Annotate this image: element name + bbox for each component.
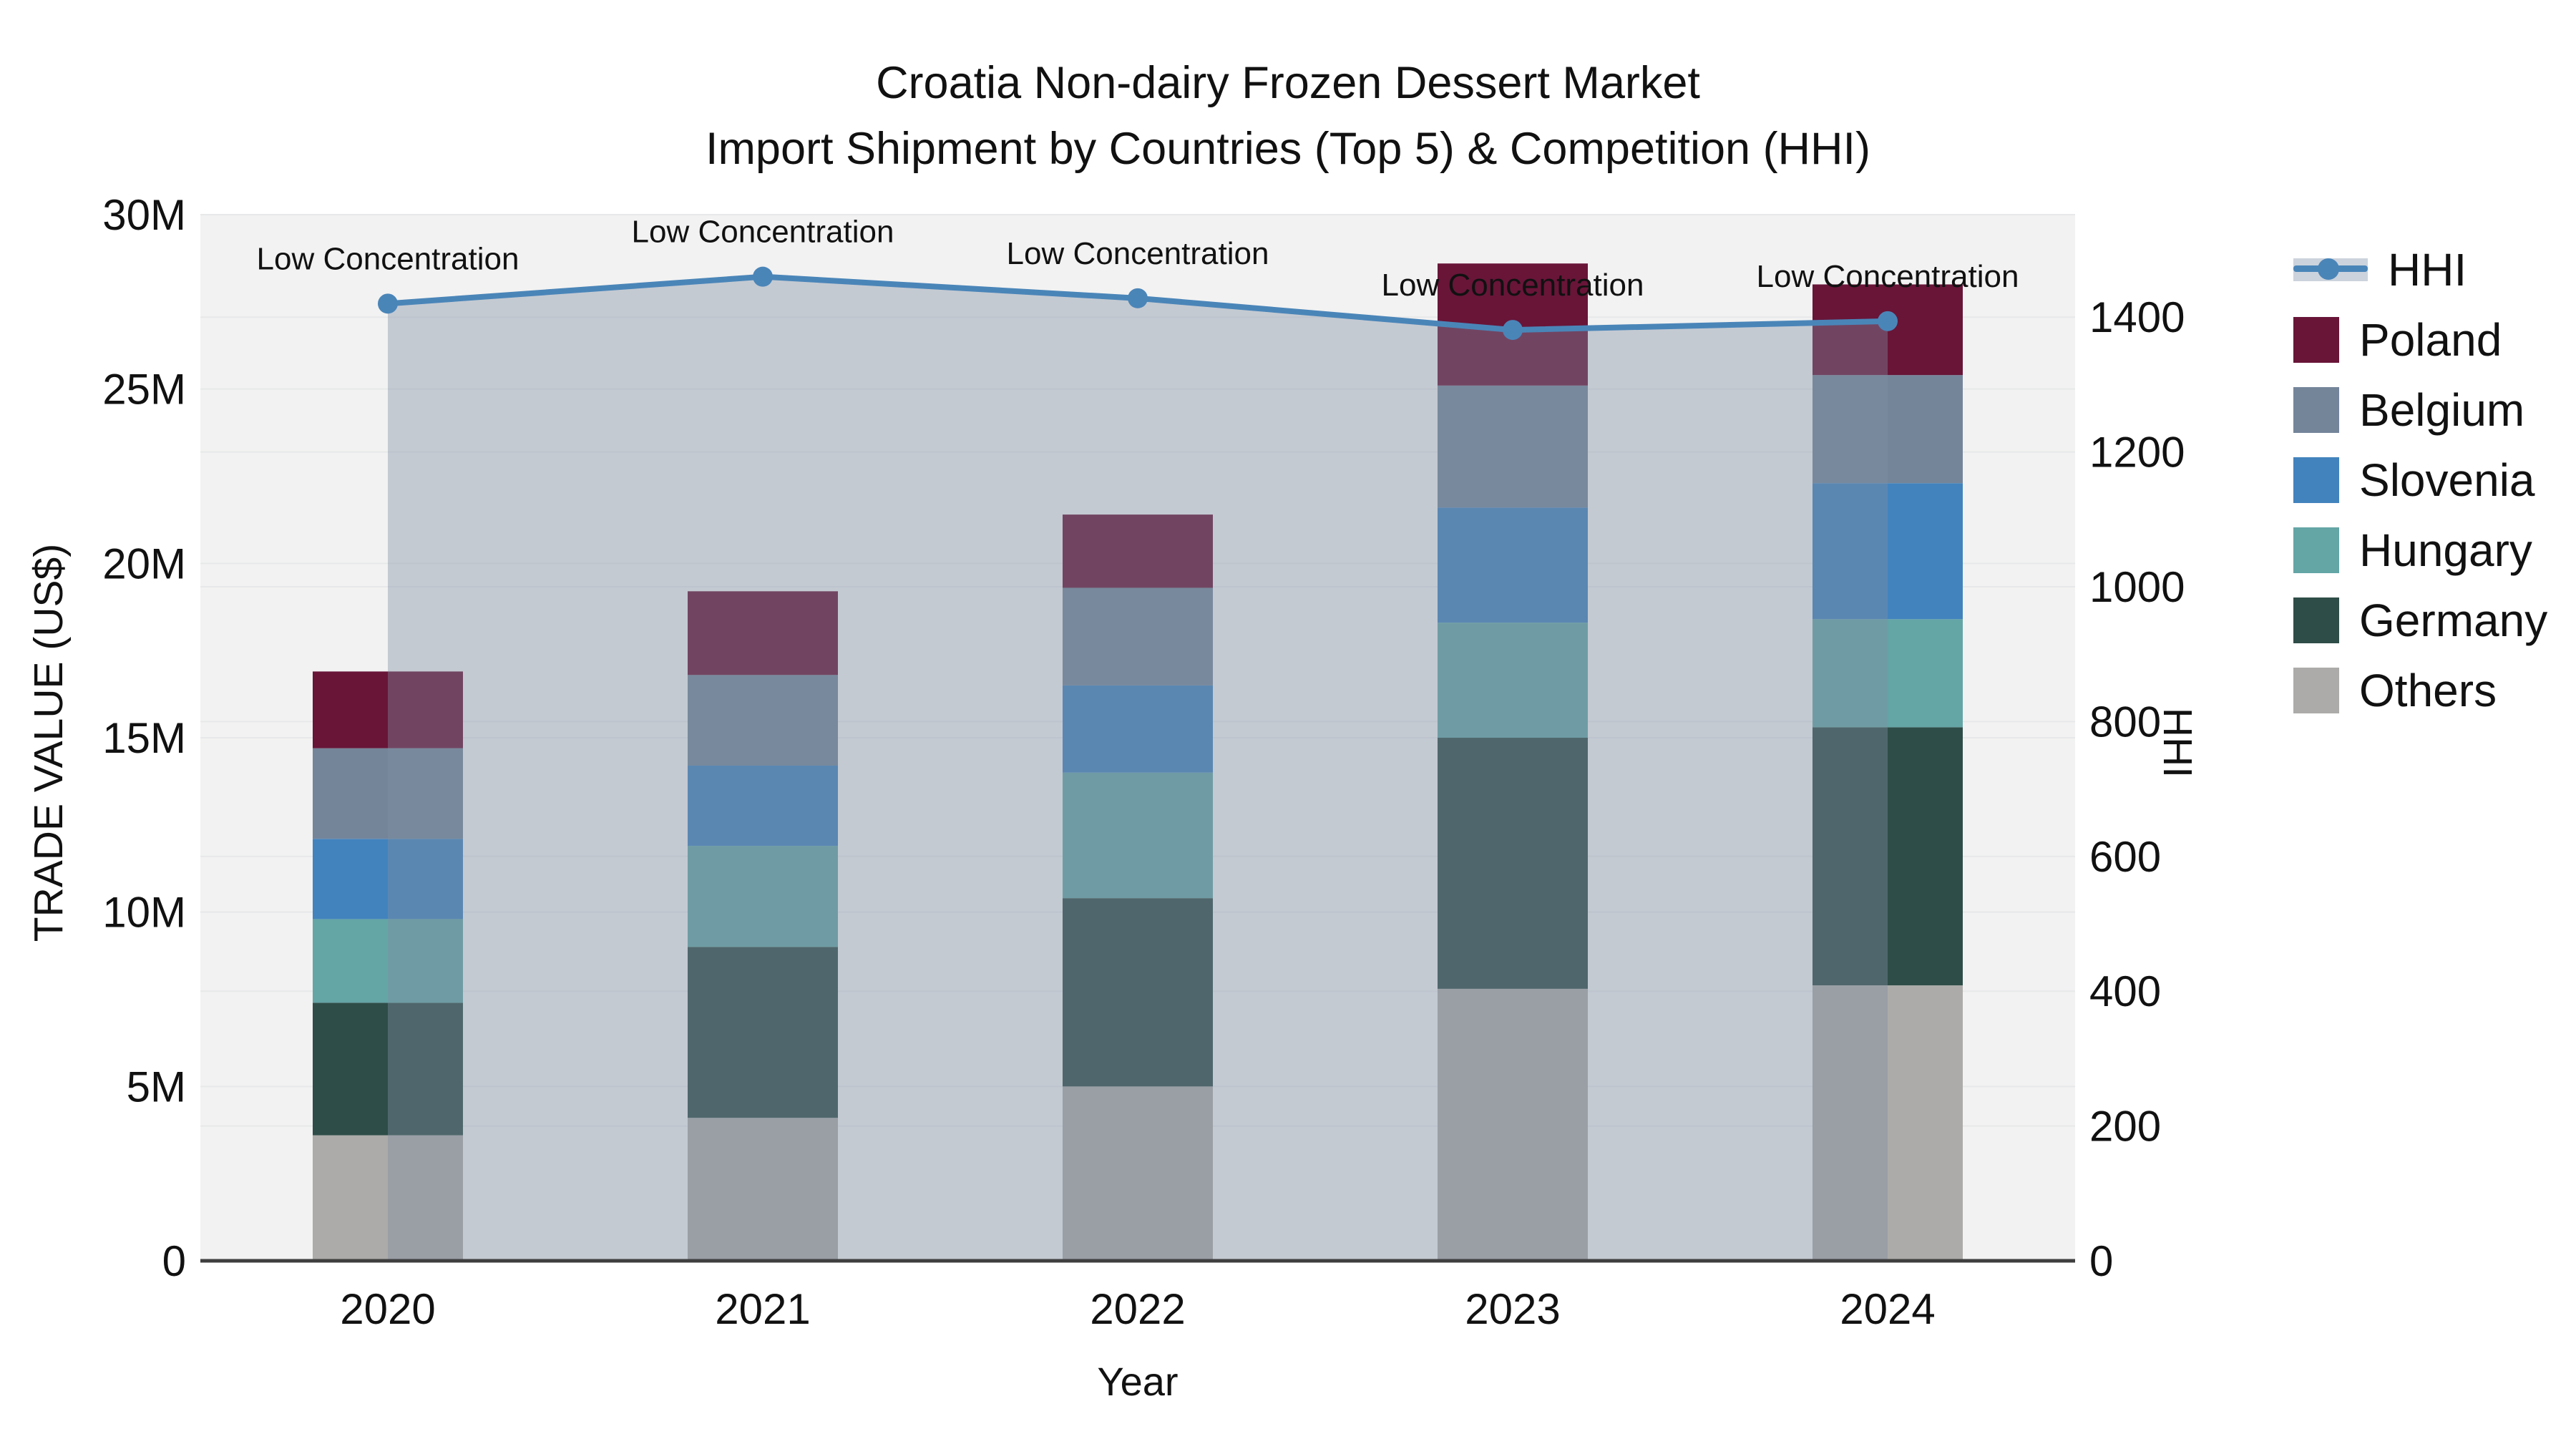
legend-label-slovenia: Slovenia [2359, 454, 2535, 506]
y-left-tick-10M: 10M [102, 889, 186, 937]
y-left-tick-25M: 25M [102, 366, 186, 414]
bar-segment-2022-poland[interactable] [1063, 514, 1213, 588]
legend-item-others[interactable]: Others [2293, 655, 2547, 726]
y-right-tick-1000: 1000 [2089, 563, 2185, 611]
hhi-marker-2024[interactable] [1878, 311, 1898, 331]
bar-segment-2023-germany[interactable] [1438, 738, 1588, 989]
legend: HHI Poland Belgium Slovenia Hungary Germany Ot… [2293, 235, 2547, 726]
legend-item-slovenia[interactable]: Slovenia [2293, 445, 2547, 515]
bar-segment-2022-others[interactable] [1063, 1086, 1213, 1261]
hhi-marker-2023[interactable] [1503, 320, 1523, 341]
legend-label-germany: Germany [2359, 595, 2548, 646]
y-right-tick-400: 400 [2089, 967, 2161, 1015]
legend-label-belgium: Belgium [2359, 384, 2525, 436]
bar-segment-2021-others[interactable] [688, 1118, 838, 1261]
chart-title: Croatia Non-dairy Frozen Dessert Market … [0, 50, 2576, 182]
bar-segment-2024-slovenia[interactable] [1813, 483, 1963, 620]
x-tick-2022: 2022 [1090, 1285, 1185, 1333]
bar-segment-2021-hungary[interactable] [688, 846, 838, 947]
legend-swatch-others [2293, 668, 2339, 713]
bar-segment-2022-slovenia[interactable] [1063, 685, 1213, 773]
bar-segment-2024-others[interactable] [1813, 985, 1963, 1261]
annotation-2021: Low Concentration [632, 215, 894, 250]
y-right-tick-1200: 1200 [2089, 429, 2185, 477]
y-left-tick-5M: 5M [127, 1063, 186, 1111]
hhi-marker-2022[interactable] [1128, 288, 1148, 308]
legend-label-hungary: Hungary [2359, 525, 2532, 576]
bar-segment-2023-others[interactable] [1438, 988, 1588, 1261]
y-right-tick-1400: 1400 [2089, 293, 2185, 341]
annotation-2022: Low Concentration [1007, 236, 1269, 271]
bar-segment-2024-belgium[interactable] [1813, 375, 1963, 484]
bar-segment-2021-belgium[interactable] [688, 675, 838, 766]
y-axis-left-title: TRADE VALUE (US$) [26, 543, 72, 942]
legend-item-germany[interactable]: Germany [2293, 585, 2547, 655]
bar-segment-2020-others[interactable] [313, 1135, 463, 1261]
y-left-tick-15M: 15M [102, 714, 186, 762]
legend-item-hungary[interactable]: Hungary [2293, 515, 2547, 585]
y-axis-right-title: HHI [2155, 707, 2200, 779]
hhi-marker-2021[interactable] [753, 266, 773, 287]
y-right-tick-600: 600 [2089, 833, 2161, 881]
annotation-2024: Low Concentration [1757, 259, 2019, 294]
legend-swatch-germany [2293, 597, 2339, 643]
legend-swatch-slovenia [2293, 457, 2339, 503]
bar-segment-2021-germany[interactable] [688, 947, 838, 1118]
bar-segment-2022-germany[interactable] [1063, 898, 1213, 1087]
y-left-tick-0: 0 [162, 1237, 186, 1285]
bar-segment-2021-poland[interactable] [688, 591, 838, 675]
annotation-2020: Low Concentration [257, 241, 519, 276]
x-tick-2021: 2021 [715, 1285, 810, 1333]
y-right-tick-800: 800 [2089, 698, 2161, 746]
bar-segment-2022-belgium[interactable] [1063, 587, 1213, 686]
legend-swatch-hungary [2293, 527, 2339, 573]
chart-title-line1: Croatia Non-dairy Frozen Dessert Market [876, 58, 1700, 108]
legend-item-belgium[interactable]: Belgium [2293, 375, 2547, 445]
bar-segment-2023-belgium[interactable] [1438, 385, 1588, 508]
y-right-tick-200: 200 [2089, 1103, 2161, 1151]
bar-segment-2020-slovenia[interactable] [313, 839, 463, 919]
x-tick-2020: 2020 [340, 1285, 435, 1333]
x-tick-2023: 2023 [1465, 1285, 1560, 1333]
bar-segment-2020-germany[interactable] [313, 1002, 463, 1136]
chart-title-line2: Import Shipment by Countries (Top 5) & C… [705, 124, 1871, 174]
y-left-tick-20M: 20M [102, 540, 186, 587]
legend-label-poland: Poland [2359, 314, 2502, 366]
bar-segment-2022-hungary[interactable] [1063, 772, 1213, 899]
legend-item-hhi[interactable]: HHI [2293, 235, 2547, 305]
bar-segment-2023-slovenia[interactable] [1438, 507, 1588, 623]
annotation-2023: Low Concentration [1382, 268, 1644, 303]
x-tick-2024: 2024 [1840, 1285, 1935, 1333]
bar-segment-2020-poland[interactable] [313, 671, 463, 748]
legend-label-others: Others [2359, 665, 2497, 716]
legend-item-poland[interactable]: Poland [2293, 305, 2547, 375]
bar-segment-2023-hungary[interactable] [1438, 623, 1588, 738]
y-right-tick-0: 0 [2089, 1237, 2113, 1285]
legend-hhi-line-swatch [2293, 255, 2368, 284]
legend-hhi-swatch-dot [2318, 258, 2339, 280]
bar-segment-2020-belgium[interactable] [313, 748, 463, 839]
hhi-marker-2020[interactable] [378, 293, 398, 314]
legend-swatch-poland [2293, 317, 2339, 363]
legend-label-hhi: HHI [2388, 244, 2467, 296]
x-axis-title: Year [1097, 1359, 1178, 1404]
legend-swatch-belgium [2293, 387, 2339, 433]
bar-segment-2024-hungary[interactable] [1813, 619, 1963, 728]
bar-segment-2021-slovenia[interactable] [688, 765, 838, 847]
bar-segment-2024-germany[interactable] [1813, 727, 1963, 986]
bar-segment-2020-hungary[interactable] [313, 919, 463, 1003]
y-left-tick-30M: 30M [102, 191, 186, 239]
hhi-area-fill [388, 276, 1888, 1262]
